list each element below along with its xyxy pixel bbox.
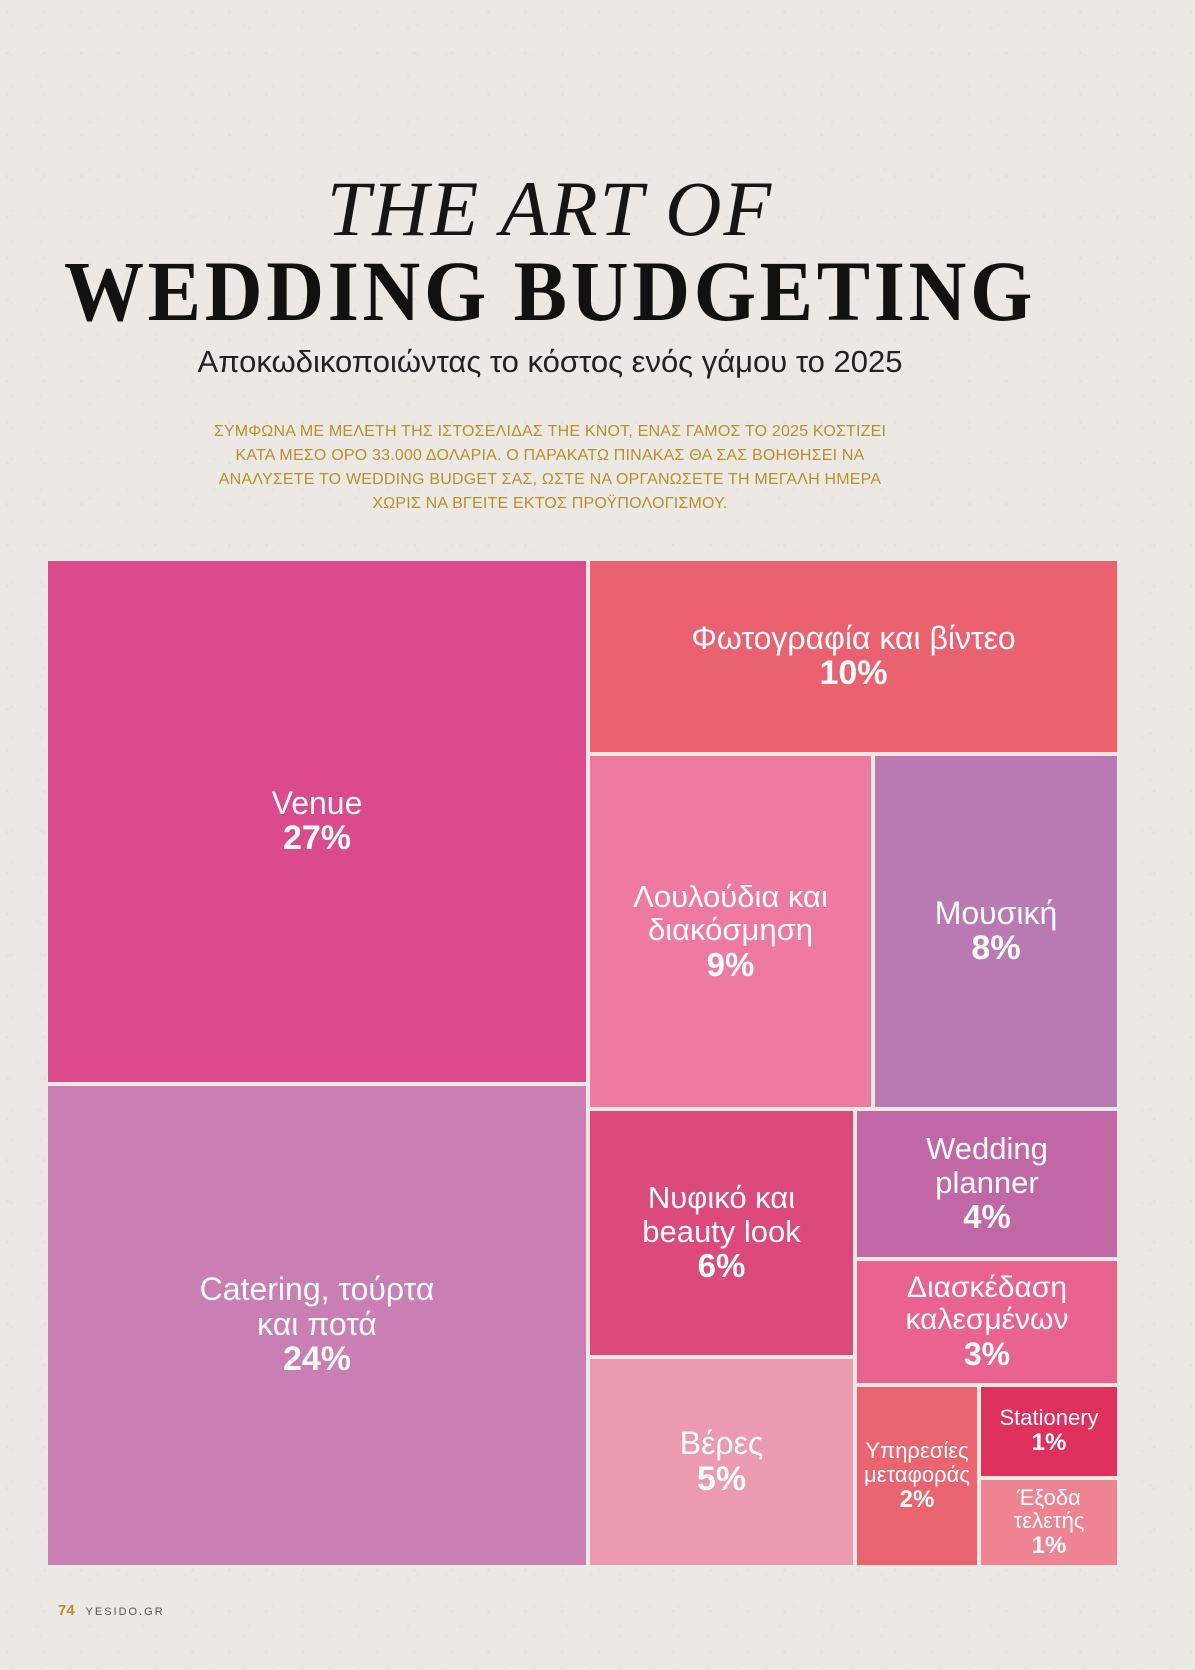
treemap-tile-stationery: Stationery 1% — [979, 1385, 1119, 1478]
treemap-tile-music: Μουσική 8% — [873, 754, 1119, 1109]
tile-percent: 6% — [697, 1247, 746, 1285]
treemap-tile-flowers: Λουλούδια και διακόσμηση 9% — [588, 754, 873, 1109]
tile-label: Stationery — [999, 1405, 1099, 1431]
treemap-tile-exit: Έξοδα τελετής 1% — [979, 1478, 1119, 1567]
tile-label: καλεσμένων — [905, 1303, 1069, 1337]
tile-label: Βέρες — [679, 1425, 764, 1462]
tile-percent: 2% — [899, 1485, 935, 1513]
tile-label: Φωτογραφία και βίντεο — [691, 619, 1016, 656]
tile-percent: 1% — [1031, 1532, 1067, 1560]
title-line-2: WEDDING BUDGETING — [63, 243, 1037, 339]
tile-label: Venue — [271, 784, 363, 821]
tile-label: μεταφοράς — [864, 1461, 970, 1487]
title-line-1: THE ART OF — [326, 165, 774, 252]
budget-treemap: Venue 27% Catering, τούρτα και ποτά 24% Φωτογ… — [46, 559, 1119, 1567]
site-name: YESIDO.GR — [85, 1606, 165, 1618]
tile-percent: 1% — [1031, 1429, 1067, 1457]
treemap-tile-catering: Catering, τούρτα και ποτά 24% — [46, 1084, 588, 1567]
tile-label: τελετής — [1013, 1508, 1085, 1534]
treemap-tile-bridal: Νυφικό και beauty look 6% — [588, 1109, 855, 1357]
tile-percent: 10% — [819, 654, 888, 693]
treemap-tile-guests: Διασκέδαση καλεσμένων 3% — [855, 1259, 1119, 1385]
tile-label: planner — [935, 1164, 1039, 1200]
subtitle: Αποκωδικοποιώντας το κόστος ενός γάμου τ… — [197, 344, 903, 379]
tile-label: Catering, τούρτα — [199, 1271, 435, 1308]
tile-label: Wedding — [926, 1131, 1048, 1167]
tile-label: Λουλούδια και — [633, 878, 828, 914]
tile-percent: 27% — [282, 819, 352, 858]
treemap-tile-transport: Υπηρεσίες μεταφοράς 2% — [855, 1385, 979, 1567]
tile-percent: 5% — [696, 1459, 747, 1498]
tile-label: Νυφικό και — [647, 1180, 796, 1216]
treemap-tile-planner: Wedding planner 4% — [855, 1109, 1119, 1259]
tile-label: beauty look — [642, 1213, 801, 1249]
treemap-tile-photo: Φωτογραφία και βίντεο 10% — [588, 559, 1119, 754]
treemap-tile-rings: Βέρες 5% — [588, 1357, 855, 1567]
treemap-tile-venue: Venue 27% — [46, 559, 588, 1084]
tile-percent: 9% — [706, 945, 755, 983]
tile-label: διακόσμηση — [647, 912, 814, 948]
tile-percent: 3% — [963, 1335, 1011, 1372]
tile-percent: 4% — [963, 1198, 1011, 1236]
page-footer: 74 YESIDO.GR — [58, 1602, 165, 1619]
tile-label: και ποτά — [257, 1305, 377, 1342]
page-number: 74 — [58, 1602, 75, 1619]
tile-label: Διασκέδαση — [906, 1271, 1068, 1305]
intro-text: ΣΥΜΦΩΝΑ ΜΕ ΜΕΛΕΤΗ ΤΗΣ ΙΣΤΟΣΕΛΙΔΑΣ THE KN… — [213, 423, 887, 512]
tile-label: Υπηρεσίες — [865, 1438, 969, 1464]
tile-percent: 24% — [282, 1340, 352, 1379]
tile-label: Μουσική — [934, 894, 1058, 931]
tile-percent: 8% — [971, 929, 1021, 968]
tile-label: Έξοδα — [1017, 1484, 1081, 1510]
